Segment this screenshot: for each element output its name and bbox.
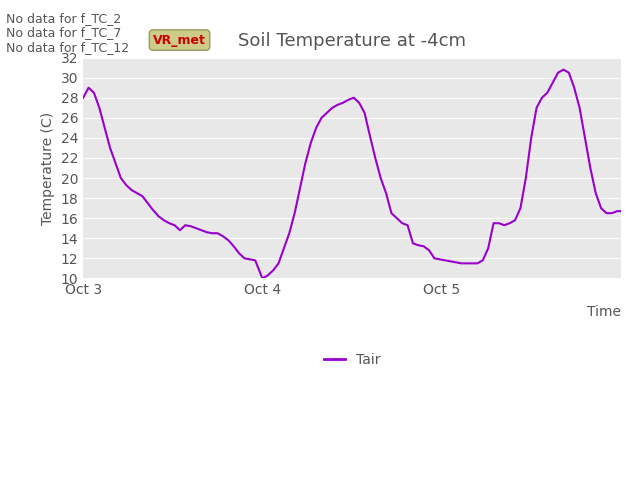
Text: Time: Time — [587, 305, 621, 319]
Legend: Tair: Tair — [318, 347, 386, 372]
Text: VR_met: VR_met — [153, 34, 206, 47]
Text: No data for f_TC_12: No data for f_TC_12 — [6, 41, 129, 54]
Text: No data for f_TC_7: No data for f_TC_7 — [6, 26, 122, 39]
Title: Soil Temperature at -4cm: Soil Temperature at -4cm — [238, 33, 466, 50]
Y-axis label: Temperature (C): Temperature (C) — [41, 111, 55, 225]
Text: No data for f_TC_2: No data for f_TC_2 — [6, 12, 122, 25]
